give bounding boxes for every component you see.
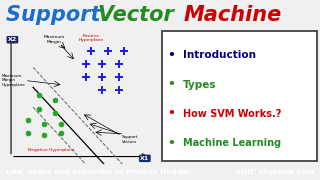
- Text: Visit: vtupulse.com: Visit: vtupulse.com: [235, 169, 314, 175]
- Text: Maximum
Margin: Maximum Margin: [43, 35, 64, 44]
- Text: Maximum
Margin
Hyperplane: Maximum Margin Hyperplane: [1, 74, 25, 87]
- Text: Machine Learning: Machine Learning: [183, 138, 281, 148]
- Text: •: •: [167, 107, 175, 120]
- Text: Machine: Machine: [184, 5, 282, 25]
- Text: Support: Support: [6, 5, 108, 25]
- Text: Negative Hyperplane: Negative Hyperplane: [28, 148, 74, 152]
- Text: Positive
Hyperplane: Positive Hyperplane: [78, 33, 104, 42]
- Text: •: •: [167, 137, 175, 150]
- Text: Vector: Vector: [98, 5, 180, 25]
- Text: How SVM Works.?: How SVM Works.?: [183, 109, 281, 118]
- FancyBboxPatch shape: [162, 31, 317, 161]
- Text: Introduction: Introduction: [183, 50, 256, 60]
- Text: Support
Vectors: Support Vectors: [122, 135, 138, 144]
- Text: •: •: [167, 78, 175, 91]
- Text: •: •: [167, 49, 175, 62]
- Text: Types: Types: [183, 80, 216, 90]
- Text: X1: X1: [140, 156, 149, 161]
- Text: X2: X2: [8, 37, 17, 42]
- Text: Like, Share and Subscribe to Mahesh Huddar: Like, Share and Subscribe to Mahesh Hudd…: [6, 169, 191, 175]
